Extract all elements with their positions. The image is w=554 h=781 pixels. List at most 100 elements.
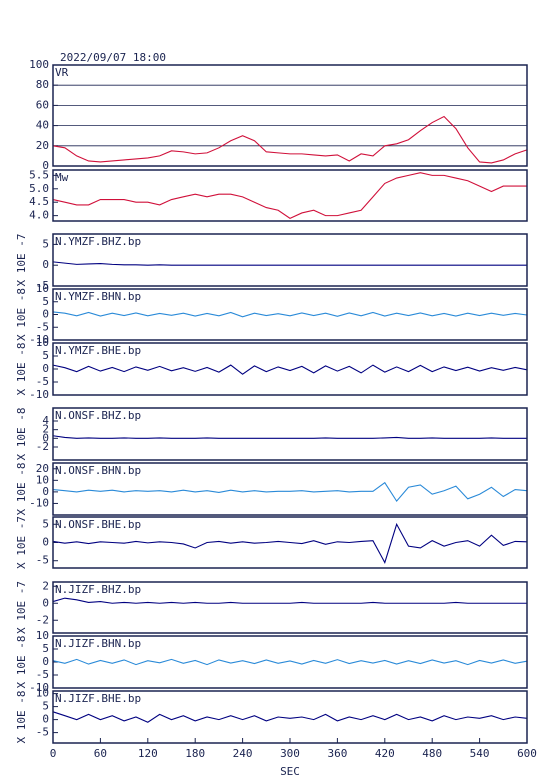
y-axis-label: X 10E -8 <box>15 343 28 396</box>
data-line <box>52 261 527 266</box>
x-tick-label: 120 <box>138 747 158 760</box>
y-tick-label: 0 <box>42 159 49 172</box>
data-line <box>52 172 527 219</box>
y-tick-label: 2 <box>42 423 49 436</box>
y-axis-label: X 10E -7 <box>15 234 28 287</box>
data-line <box>52 435 527 439</box>
y-tick-label: 0 <box>42 713 49 726</box>
panel-label: N.YMZF.BHN.bp <box>55 290 141 303</box>
panel-frame <box>52 288 528 341</box>
y-tick-label: 0 <box>42 308 49 321</box>
y-tick-label: -5 <box>36 320 49 333</box>
chart-title: 2022/09/07 18:00 <box>60 51 166 64</box>
y-tick-label: 60 <box>36 98 49 111</box>
data-line <box>52 658 528 666</box>
x-tick-label: 180 <box>185 747 205 760</box>
panel-frame <box>52 516 528 569</box>
panel-label: N.YMZF.BHZ.bp <box>55 235 141 248</box>
x-tick-label: 600 <box>517 747 537 760</box>
data-line <box>52 311 528 318</box>
y-tick-label: 5 <box>42 517 49 530</box>
y-tick-label: -10 <box>29 496 49 509</box>
y-tick-label: -2 <box>36 613 49 626</box>
panel-label: N.JIZF.BHZ.bp <box>55 583 141 596</box>
data-line <box>52 522 528 564</box>
y-axis-label: X 10E -8 <box>15 288 28 341</box>
y-tick-label: -5 <box>36 375 49 388</box>
y-tick-label: -5 <box>36 554 49 567</box>
data-line <box>52 481 528 503</box>
y-axis-label: X 10E -7 <box>15 581 28 634</box>
y-tick-label: -10 <box>29 333 49 346</box>
y-tick-label: 5 <box>42 295 49 308</box>
y-tick-label: 2 <box>42 579 49 592</box>
y-tick-label: 20 <box>36 139 49 152</box>
panel-label: N.JIZF.BHE.bp <box>55 692 141 705</box>
panel-frame <box>52 233 528 287</box>
y-tick-label: 10 <box>36 336 49 349</box>
y-tick-label: 0 <box>42 362 49 375</box>
panel-frame <box>52 581 528 634</box>
y-tick-label: -10 <box>29 388 49 401</box>
x-tick-label: 480 <box>422 747 442 760</box>
y-tick-label: -10 <box>29 681 49 694</box>
panel-label: N.ONSF.BHN.bp <box>55 464 141 477</box>
y-tick-label: 0 <box>42 596 49 609</box>
y-tick-label: 5.5 <box>29 168 49 181</box>
y-tick-label: 4.0 <box>29 209 49 222</box>
x-tick-label: 60 <box>94 747 107 760</box>
data-line <box>52 364 528 375</box>
y-tick-label: 20 <box>36 462 49 475</box>
y-tick-label: 100 <box>29 58 49 71</box>
y-tick-label: 0 <box>42 258 49 271</box>
y-tick-label: 5 <box>42 642 49 655</box>
panel-frame <box>52 407 528 461</box>
panel-label: N.ONSF.BHE.bp <box>55 518 141 531</box>
y-axis-label: X 10E -8 <box>15 463 28 516</box>
panel-frame <box>52 690 528 744</box>
panel-frame <box>52 462 528 516</box>
panel-frame <box>52 64 528 167</box>
y-tick-label: 10 <box>36 282 49 295</box>
panel-label: VR <box>55 66 69 79</box>
x-tick-label: 0 <box>50 747 57 760</box>
y-tick-label: 4 <box>42 414 49 427</box>
y-tick-label: 5 <box>42 700 49 713</box>
y-tick-label: 40 <box>36 119 49 132</box>
panel-frame <box>52 342 528 396</box>
data-line <box>52 597 527 604</box>
y-tick-label: -5 <box>36 668 49 681</box>
panel-label: N.YMZF.BHE.bp <box>55 344 141 357</box>
y-tick-label: 10 <box>36 473 49 486</box>
x-tick-label: 240 <box>233 747 253 760</box>
y-tick-label: 4.5 <box>29 195 49 208</box>
y-tick-label: 0 <box>42 655 49 668</box>
x-tick-label: 420 <box>375 747 395 760</box>
y-tick-label: -5 <box>36 279 49 292</box>
panel-label: Mw <box>55 171 69 184</box>
x-tick-label: 300 <box>280 747 300 760</box>
panel-label: N.ONSF.BHZ.bp <box>55 409 141 422</box>
y-tick-label: 5 <box>42 349 49 362</box>
y-tick-label: -5 <box>36 726 49 739</box>
y-axis-label: X 10E -7 <box>15 516 28 569</box>
data-line <box>52 711 528 723</box>
x-tick-label: 540 <box>470 747 490 760</box>
data-line <box>52 115 528 164</box>
y-tick-label: -2 <box>36 440 49 453</box>
y-tick-label: 10 <box>36 629 49 642</box>
panel-frame <box>52 169 528 222</box>
panel-frame <box>52 635 528 689</box>
y-tick-label: 0 <box>42 485 49 498</box>
y-axis-label: X 10E -8 <box>15 691 28 744</box>
y-tick-label: 0 <box>42 536 49 549</box>
y-tick-label: 80 <box>36 78 49 91</box>
y-tick-label: 10 <box>36 687 49 700</box>
y-axis-label: X 10E -8 <box>15 636 28 689</box>
y-tick-label: 5.0 <box>29 182 49 195</box>
panel-label: N.JIZF.BHN.bp <box>55 637 141 650</box>
y-tick-label: 5 <box>42 237 49 250</box>
x-axis-label: SEC <box>280 765 300 778</box>
y-axis-label: X 10E -8 <box>15 408 28 461</box>
